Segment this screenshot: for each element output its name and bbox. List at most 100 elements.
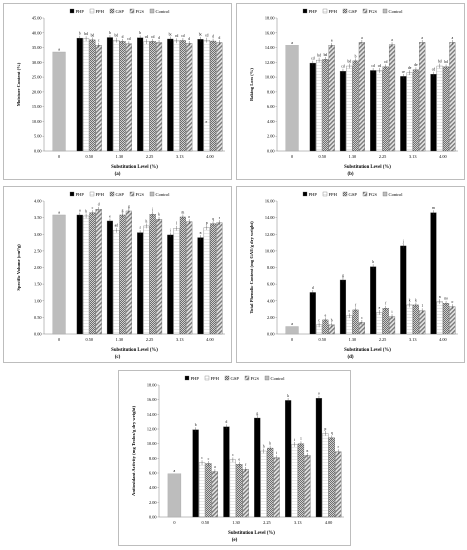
legend-label-gsp: GSP <box>349 192 358 197</box>
chart-panel-b: PHP FPH GSP FGS Control 0.00 2.00 4.00 6.00 8.00 1… <box>236 3 465 180</box>
data-label: g <box>122 208 124 212</box>
bar-gsp <box>412 304 419 335</box>
data-label: d <box>98 203 100 207</box>
bar-fph <box>198 462 206 518</box>
data-label: a <box>331 39 333 43</box>
bar-fph <box>203 40 210 152</box>
data-label: cd <box>127 37 131 41</box>
x-axis-title: Substitution Level (%) <box>228 531 275 536</box>
data-label: q <box>331 431 333 435</box>
data-label: n <box>439 295 441 299</box>
data-label: n <box>200 231 202 235</box>
bar-fgs <box>242 469 249 518</box>
data-label: ce <box>402 70 406 74</box>
bar-php <box>192 429 199 518</box>
x-tick-label: 1.30 <box>349 337 357 342</box>
data-label: d <box>212 34 214 38</box>
legend-swatch-fgs <box>362 191 368 197</box>
y-tick-label: 1.50 <box>34 282 42 287</box>
bar-fph <box>406 72 413 152</box>
bar-php <box>370 266 377 335</box>
bar-fph <box>229 459 236 518</box>
x-tick-label: 0.50 <box>85 337 93 342</box>
y-tick-label: 45.00 <box>32 16 42 21</box>
x-tick-label: 0.50 <box>318 337 326 342</box>
bar-fph <box>173 228 180 335</box>
bar-php <box>106 37 114 152</box>
data-label: l <box>422 304 423 308</box>
bar-gsp <box>297 443 305 518</box>
bar-fgs <box>95 45 102 152</box>
data-label: o <box>451 300 453 304</box>
data-label: c <box>98 39 100 43</box>
y-axis-title: Baking Loss (%) <box>249 68 254 101</box>
bar-control <box>167 473 182 518</box>
y-tick-label: 14.00 <box>265 45 275 50</box>
data-label: c <box>92 206 94 210</box>
bar-fph <box>406 304 413 335</box>
y-tick-label: 3.50 <box>34 215 42 220</box>
bar-fgs <box>186 43 193 152</box>
data-label: c <box>208 457 210 461</box>
data-label: b <box>195 423 197 427</box>
panel-label-c: (c) <box>114 355 121 360</box>
legend-swatch-php <box>302 191 308 197</box>
x-tick-label: 0.50 <box>201 520 209 525</box>
y-tick-label: 16.00 <box>265 199 275 204</box>
bar-fgs <box>449 306 456 335</box>
data-label: f <box>385 302 387 306</box>
legend-label-control: Control <box>156 9 171 14</box>
bar-fgs <box>388 44 396 152</box>
data-label: h <box>146 219 148 223</box>
bar-php <box>167 38 174 152</box>
data-label: a <box>421 36 423 40</box>
legend-swatch-php <box>69 8 75 14</box>
data-label: a <box>452 36 454 40</box>
bar-php <box>197 237 204 335</box>
data-label: f <box>245 463 247 467</box>
y-tick-label: 6.00 <box>267 104 275 109</box>
x-tick-label: 3.13 <box>176 337 184 342</box>
bar-php <box>76 214 83 335</box>
data-label: n <box>306 449 308 453</box>
bar-gsp <box>412 69 419 152</box>
legend-label-php: PHP <box>191 376 200 381</box>
chart-d-svg: PHP FPH GSP FGS Control 0.00 2.00 4.00 6.00 8.00 1… <box>249 191 458 353</box>
data-label: d <box>158 36 160 40</box>
data-label: d <box>226 420 228 424</box>
y-tick-label: 14.00 <box>265 215 275 220</box>
bar-gsp <box>179 40 186 152</box>
chart-c-svg: PHP FPH GSP FGS Control 0.00 0.50 1.00 1.50 2.00 2… <box>16 191 225 353</box>
data-label: bd <box>324 53 328 57</box>
bar-fgs <box>125 43 132 152</box>
y-tick-label: 0.00 <box>267 149 275 154</box>
data-label: a <box>214 465 216 469</box>
bar-fph <box>143 225 150 335</box>
legend-label-fgs: FGS <box>369 192 378 197</box>
data-label: g <box>256 411 258 415</box>
legend-label-fgs: FGS <box>369 9 378 14</box>
legend-label-control: Control <box>271 376 286 381</box>
data-label: d <box>122 35 124 39</box>
legend-label-fph: FPH <box>211 376 220 381</box>
bar-gsp <box>119 41 126 152</box>
legend-swatch-fph <box>322 8 328 14</box>
x-axis-title: Substitution Level (%) <box>111 348 158 353</box>
data-label: f <box>140 226 142 230</box>
bar-php <box>309 292 316 335</box>
bar-control <box>285 326 299 335</box>
data-label: cd <box>181 34 185 38</box>
legend-label-control: Control <box>156 192 171 197</box>
bar-gsp <box>328 437 335 518</box>
bar-php <box>137 37 144 152</box>
data-label: bd <box>438 59 442 63</box>
legend-swatch-php <box>69 191 75 197</box>
y-tick-label: 2.00 <box>149 500 157 505</box>
bar-php <box>167 234 174 335</box>
data-label: b <box>331 318 333 322</box>
bar-gsp <box>382 66 389 152</box>
data-label: bc <box>169 32 173 36</box>
legend-label-php: PHP <box>309 192 318 197</box>
legend-swatch-control <box>382 191 388 197</box>
bar-gsp <box>382 308 389 335</box>
